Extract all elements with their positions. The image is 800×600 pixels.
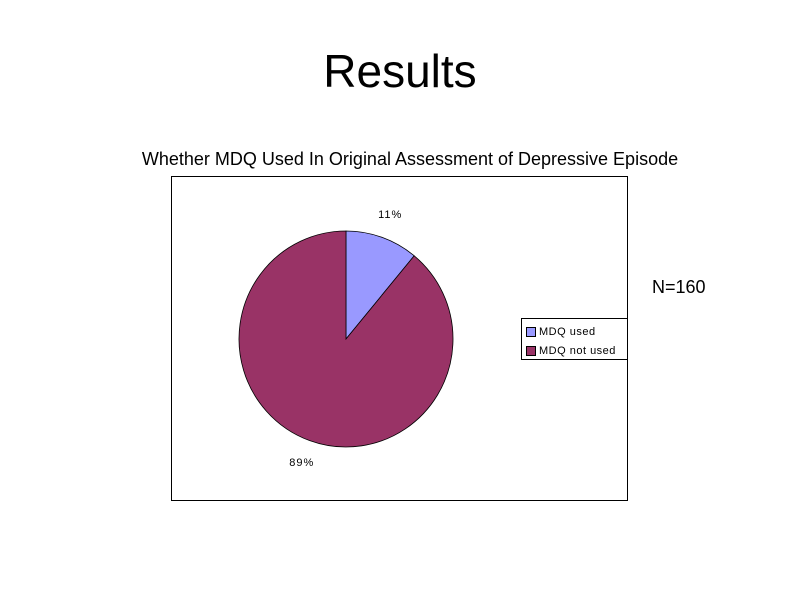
data-label-mdq-used: 11% [378,209,402,221]
chart-area: 11% 89% MDQ used MDQ not used [171,176,628,501]
chart-legend: MDQ used MDQ not used [521,318,628,360]
slide-title: Results [323,45,477,97]
legend-item-mdq-not-used: MDQ not used [526,341,627,360]
legend-swatch-mdq-not-used [526,345,536,356]
chart-title: Whether MDQ Used In Original Assessment … [141,149,679,169]
legend-label-mdq-used: MDQ used [539,325,596,338]
data-label-mdq-not-used: 89% [289,457,314,469]
sample-size-label: N=160 [652,277,706,297]
pie-slice-mdq-not-used [238,230,454,448]
pie-slice-mdq-used [345,230,415,341]
legend-label-mdq-not-used: MDQ not used [539,344,616,357]
legend-item-mdq-used: MDQ used [526,322,627,341]
legend-swatch-mdq-used [526,326,536,337]
pie-chart: 11% 89% [238,209,454,469]
